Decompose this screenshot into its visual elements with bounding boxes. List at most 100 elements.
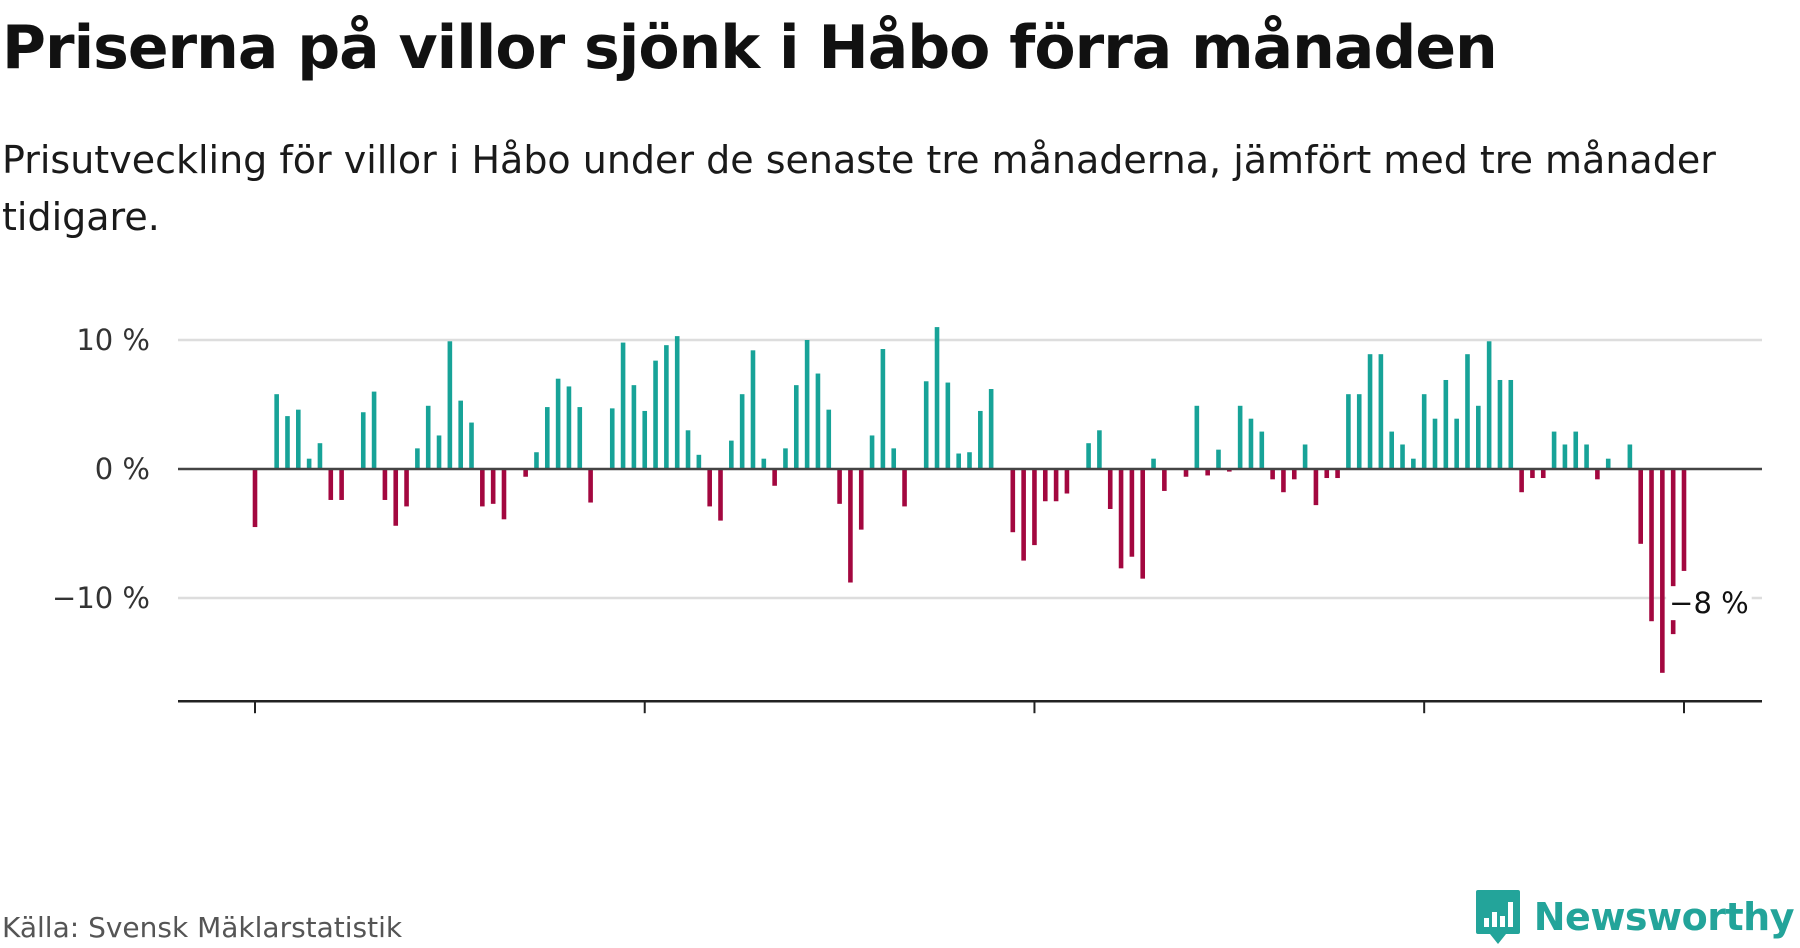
bar <box>1638 469 1643 544</box>
bar <box>523 469 528 477</box>
bar <box>1151 458 1156 469</box>
bar <box>1324 469 1330 479</box>
bar <box>490 469 496 504</box>
bar <box>393 469 399 526</box>
axes <box>178 467 1762 714</box>
bar <box>1086 443 1091 469</box>
bar <box>317 443 323 469</box>
bar <box>956 453 961 469</box>
bar <box>761 458 767 469</box>
bar <box>1508 379 1514 469</box>
bar <box>1454 418 1459 469</box>
brand-name: Newsworthy <box>1533 895 1795 939</box>
bar <box>588 469 593 503</box>
bar <box>1378 354 1384 469</box>
annotation-label: −8 % <box>1669 586 1749 620</box>
bar <box>1562 444 1568 469</box>
bar <box>1367 354 1373 469</box>
bar <box>1389 431 1395 469</box>
bar <box>609 408 615 469</box>
bar <box>739 394 745 469</box>
bar <box>1183 469 1189 477</box>
bar <box>1248 418 1254 469</box>
y-tick-label: −10 % <box>52 581 150 615</box>
bar <box>339 469 344 500</box>
bar <box>1313 469 1319 506</box>
bar <box>1649 469 1654 622</box>
brand: Newsworthy <box>1474 886 1795 948</box>
bar <box>696 454 702 469</box>
bar <box>772 469 777 486</box>
bar <box>988 389 994 469</box>
bar <box>360 412 366 469</box>
newsworthy-logo-icon <box>1475 890 1520 944</box>
bar <box>1530 469 1535 479</box>
bar <box>447 341 453 469</box>
bar <box>1140 469 1146 579</box>
bar <box>1573 431 1579 469</box>
bar <box>1118 469 1124 569</box>
bar <box>1443 379 1449 469</box>
bar <box>1053 469 1059 502</box>
bar <box>1540 469 1546 479</box>
bar <box>880 349 886 469</box>
bar <box>642 410 648 469</box>
bar <box>815 373 821 469</box>
bar <box>425 405 431 469</box>
bar <box>1627 444 1633 469</box>
bar <box>837 469 842 504</box>
bar <box>1584 444 1589 469</box>
bar <box>544 407 550 469</box>
bar <box>1465 354 1470 469</box>
y-tick-label: 0 % <box>95 452 150 486</box>
bar <box>252 469 258 528</box>
bar <box>783 448 788 469</box>
bar <box>967 452 972 469</box>
chart-title: Priserna på villor sjönk i Håbo förra må… <box>2 13 1498 83</box>
bar <box>577 407 583 469</box>
bar <box>328 469 334 500</box>
bar <box>1497 379 1503 469</box>
bar <box>1227 469 1232 472</box>
bar <box>1205 469 1210 476</box>
bar <box>1237 405 1243 469</box>
bar <box>729 440 734 469</box>
bars <box>252 327 1687 673</box>
bar <box>826 409 832 469</box>
bar <box>750 350 756 469</box>
bar <box>1681 469 1687 571</box>
bar <box>1302 444 1308 469</box>
bar <box>1346 394 1351 469</box>
bar <box>978 410 983 469</box>
bar <box>306 458 312 469</box>
bar <box>1400 444 1405 469</box>
y-tick-label: 10 % <box>76 323 150 357</box>
bar <box>480 469 485 507</box>
bar <box>371 391 377 469</box>
bar <box>1270 469 1275 480</box>
bar <box>718 469 723 521</box>
bar <box>1411 458 1416 469</box>
bar <box>274 394 279 469</box>
bar <box>1421 394 1427 469</box>
bar <box>1486 341 1492 469</box>
bar <box>1335 469 1340 479</box>
bar <box>555 378 561 469</box>
bar <box>664 345 669 469</box>
bar <box>1064 469 1070 494</box>
bar <box>902 469 907 507</box>
bar <box>1010 469 1016 533</box>
bar <box>923 381 929 469</box>
bar <box>1107 469 1113 509</box>
bar <box>1259 431 1265 469</box>
bar <box>1291 469 1297 480</box>
annotation-background <box>1666 586 1752 621</box>
bar <box>404 469 409 507</box>
bar <box>501 469 507 520</box>
bar <box>382 469 388 500</box>
bar <box>458 400 463 469</box>
bar <box>945 382 951 469</box>
bar <box>869 435 875 469</box>
chart-subtitle: Prisutveckling för villor i Håbo under d… <box>2 138 1716 239</box>
source-note: Källa: Svensk Mäklarstatistik <box>2 911 403 944</box>
